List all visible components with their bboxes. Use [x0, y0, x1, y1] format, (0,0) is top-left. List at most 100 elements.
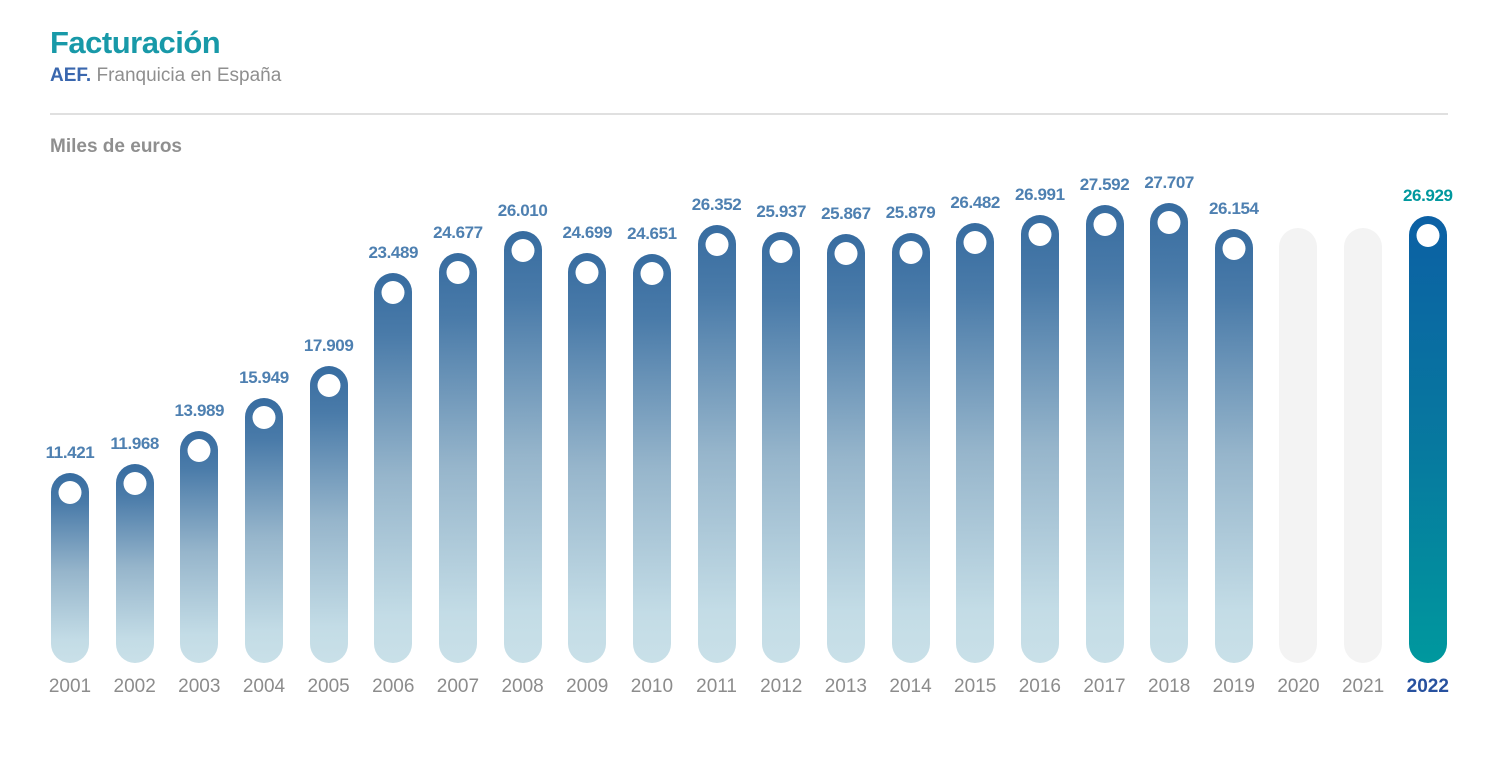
bar-dot	[1028, 223, 1052, 247]
bar-value-label: 11.968	[110, 434, 159, 454]
bar-dot	[1093, 213, 1116, 237]
bar	[503, 231, 542, 664]
year-label: 2009	[566, 676, 609, 698]
bar-column: 11.421 2001	[46, 203, 95, 697]
year-label: 2011	[696, 676, 737, 698]
bar-column: 15.949 2004	[239, 203, 289, 697]
bar-value-label: 24.699	[562, 223, 613, 243]
bar-column: 11.968 2002	[110, 203, 159, 697]
bar-column: 27.592 2017	[1080, 175, 1130, 697]
bar-value-label: 25.937	[756, 202, 807, 222]
bar-dot	[252, 406, 276, 430]
bar	[1020, 215, 1059, 664]
bar-dot	[58, 481, 82, 505]
bar-value-label: 26.154	[1209, 199, 1259, 219]
bar-column: 2021	[1342, 203, 1384, 697]
bar-value-label: 17.909	[303, 336, 354, 356]
bar-column: 25.867 2013	[821, 203, 871, 697]
bar-column: 13.989 2003	[175, 203, 225, 697]
year-label: 2006	[372, 676, 415, 698]
year-label: 2018	[1148, 676, 1191, 698]
year-label: 2012	[760, 676, 803, 698]
bar-dot	[705, 233, 729, 257]
page-title: Facturación	[50, 25, 221, 60]
bar-chart: 11.421 2001 11.968 2002 13.989 2003 15.9…	[46, 173, 1453, 697]
year-label: 2004	[242, 676, 286, 698]
bar-row: 11.421 2001 11.968 2002 13.989 2003 15.9…	[46, 173, 1453, 697]
bar-value-label: 15.949	[239, 368, 289, 388]
subtitle-source: AEF.	[50, 65, 92, 87]
bar	[1344, 228, 1383, 664]
bar-column: 26.010 2008	[498, 201, 548, 697]
bar	[115, 464, 154, 664]
bar-value-label: 24.677	[433, 223, 483, 243]
page-subtitle: AEF. Franquicia en España	[50, 65, 1448, 87]
bar	[762, 232, 801, 664]
bar-value-label: 25.879	[885, 203, 936, 223]
bar	[956, 223, 995, 664]
year-label: 2014	[889, 676, 932, 698]
bar-dot	[511, 239, 535, 263]
bar-value-label: 24.651	[627, 224, 677, 244]
bar-value-label: 26.352	[691, 195, 742, 215]
bar	[244, 398, 283, 664]
bar-value-label: 11.421	[45, 443, 95, 463]
bar-value-label: 27.707	[1144, 173, 1194, 193]
bar-dot	[187, 439, 211, 463]
bar	[1279, 228, 1318, 664]
year-label: 2003	[178, 676, 221, 698]
bar-column: 17.909 2005	[304, 203, 354, 697]
bar-dot	[317, 374, 341, 398]
bar-column: 24.699 2009	[562, 203, 612, 697]
bar-dot	[1157, 211, 1181, 235]
bar-dot	[899, 241, 923, 265]
bar-column: 25.937 2012	[756, 202, 806, 697]
bar-column: 26.482 2015	[950, 193, 1000, 697]
bar-dot	[123, 472, 147, 496]
year-label: 2010	[630, 676, 674, 698]
year-label: 2020	[1277, 676, 1320, 698]
bar	[891, 233, 930, 664]
year-label: 2015	[954, 676, 997, 698]
year-label: 2008	[501, 676, 544, 698]
bar	[697, 225, 736, 664]
bar-value-label: 27.592	[1079, 175, 1130, 195]
bar-column: 26.929 2022	[1403, 186, 1453, 697]
bar-column: 23.489 2006	[368, 203, 418, 697]
year-label: 2021	[1341, 676, 1385, 698]
bar-column: 24.677 2007	[433, 203, 483, 697]
bar-dot	[575, 261, 599, 285]
units-label: Miles de euros	[50, 136, 182, 158]
bar-dot	[963, 231, 987, 255]
year-label: 2022	[1406, 676, 1449, 698]
bar-column: 26.154 2019	[1209, 199, 1259, 697]
bar-value-label: 26.929	[1402, 186, 1453, 206]
subtitle-text: Franquicia en España	[91, 65, 282, 87]
year-label: 2001	[48, 676, 92, 698]
year-label: 2017	[1083, 676, 1126, 698]
bar-dot	[446, 261, 470, 285]
bar	[1408, 216, 1447, 664]
bar-value-label: 23.489	[368, 243, 419, 263]
page: Facturación AEF. Franquicia en España Mi…	[46, 25, 1453, 697]
bar-value-label: 13.989	[174, 401, 225, 421]
bar-dot	[640, 262, 664, 286]
bar	[51, 473, 89, 664]
year-label: 2002	[113, 676, 156, 698]
year-label: 2005	[307, 676, 350, 698]
bar-dot	[1222, 237, 1246, 261]
bar	[826, 234, 865, 664]
header-divider	[50, 113, 1448, 116]
bar	[374, 273, 413, 664]
bar-dot	[1416, 224, 1440, 248]
bar-value-label: 26.482	[950, 193, 1000, 213]
bar	[568, 253, 607, 664]
bar-value-label: 25.867	[821, 204, 871, 224]
bar	[309, 366, 348, 664]
bar	[1150, 203, 1189, 664]
bar-column: 25.879 2014	[886, 203, 936, 697]
bar-column: 26.991 2016	[1015, 185, 1065, 697]
bar	[1214, 229, 1253, 664]
year-label: 2019	[1212, 676, 1255, 698]
bar-column: 2020	[1277, 203, 1320, 697]
